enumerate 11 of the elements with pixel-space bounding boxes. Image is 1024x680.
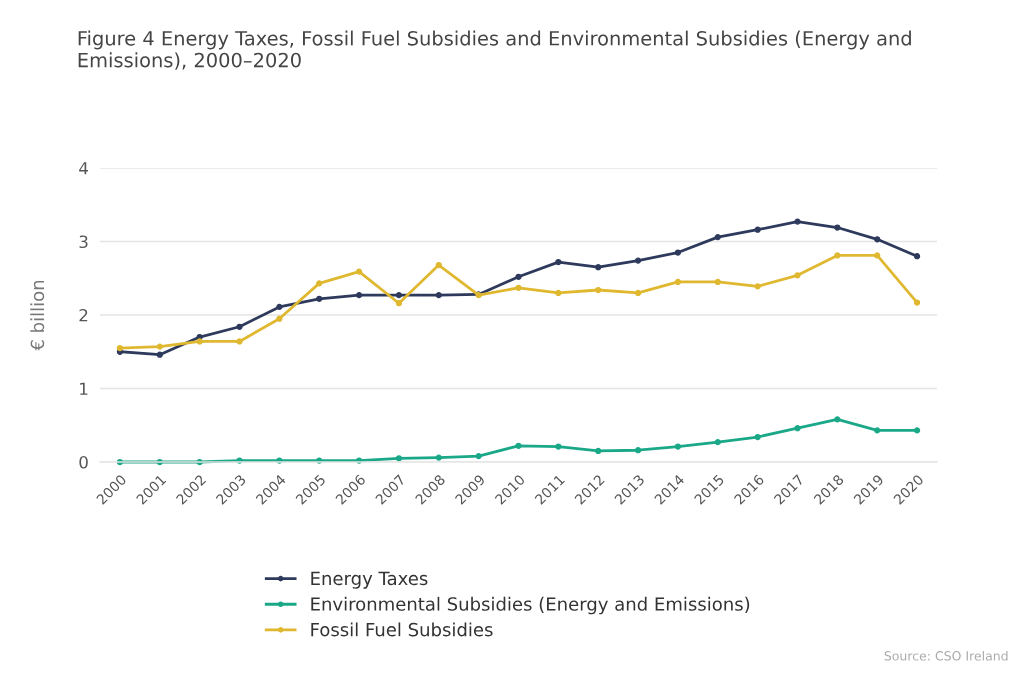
- chart-title: Figure 4 Energy Taxes, Fossil Fuel Subsidies and Environmental Subsidies (Energy and Emissions), 2000–2020: [78, 30, 911, 70]
- y-tick-label: 3: [79, 235, 88, 249]
- legend-label: Energy Taxes: [311, 571, 428, 589]
- y-axis-title: € billion: [30, 280, 45, 351]
- y-tick-label: 2: [79, 308, 88, 322]
- y-tick-label: 0: [79, 455, 88, 469]
- legend-label: Fossil Fuel Subsidies: [311, 622, 493, 637]
- y-tick-label: 1: [80, 382, 88, 395]
- y-tick-label: 4: [79, 162, 88, 175]
- source-note: Source: CSO Ireland: [884, 650, 1008, 661]
- legend-label: Environmental Subsidies (Energy and Emissions): [311, 596, 750, 615]
